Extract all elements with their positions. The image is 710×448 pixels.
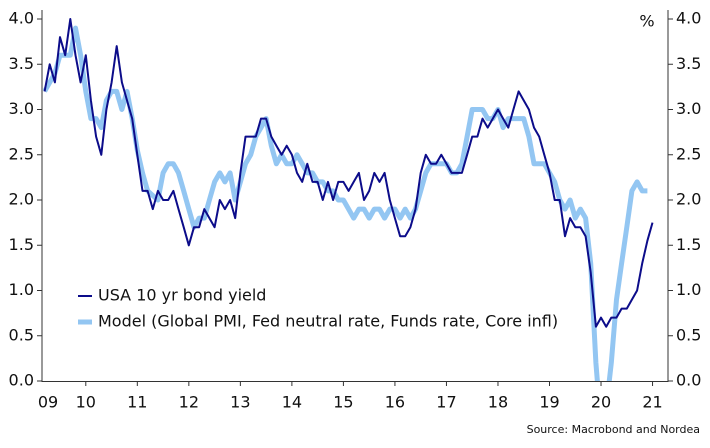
y-tick-label: 4.0 bbox=[9, 9, 34, 28]
y2-tick-label: 3.5 bbox=[676, 54, 701, 73]
legend-label: USA 10 yr bond yield bbox=[98, 286, 266, 305]
y-tick-label: 0.5 bbox=[9, 325, 34, 344]
x-tick-label: 11 bbox=[127, 393, 147, 412]
source-note: Source: Macrobond and Nordea bbox=[527, 423, 700, 436]
y2-tick-label: 3.0 bbox=[676, 99, 701, 118]
y-tick-label: 2.5 bbox=[9, 144, 34, 163]
y-tick-label: 0.0 bbox=[9, 371, 34, 390]
x-tick-label: 13 bbox=[230, 393, 250, 412]
x-tick-label: 10 bbox=[76, 393, 96, 412]
x-tick-label: 17 bbox=[436, 393, 456, 412]
y-tick-label: 3.5 bbox=[9, 54, 34, 73]
y2-tick-label: 0.0 bbox=[676, 371, 701, 390]
y2-tick-label: 1.0 bbox=[676, 280, 701, 299]
legend-label: Model (Global PMI, Fed neutral rate, Fun… bbox=[98, 312, 558, 331]
y2-tick-label: 2.5 bbox=[676, 144, 701, 163]
y-tick-label: 1.0 bbox=[9, 280, 34, 299]
y-tick-label: 3.0 bbox=[9, 99, 34, 118]
x-tick-label: 19 bbox=[539, 393, 559, 412]
y2-axis-label: % bbox=[639, 12, 654, 31]
y-tick-label: 1.5 bbox=[9, 235, 34, 254]
plot-area bbox=[43, 18, 654, 381]
x-tick-label: 15 bbox=[333, 393, 353, 412]
y2-tick-label: 4.0 bbox=[676, 9, 701, 28]
y2-tick-label: 0.5 bbox=[676, 325, 701, 344]
x-tick-label: 14 bbox=[282, 393, 302, 412]
series-line bbox=[43, 18, 654, 328]
y2-tick-label: 1.5 bbox=[676, 235, 701, 254]
series-line bbox=[43, 25, 648, 381]
x-tick-label: 21 bbox=[642, 393, 662, 412]
y-tick-label: 2.0 bbox=[9, 190, 34, 209]
x-tick-label: 20 bbox=[591, 393, 611, 412]
x-tick-label: 16 bbox=[385, 393, 405, 412]
y2-tick-label: 2.0 bbox=[676, 190, 701, 209]
x-tick-label: 12 bbox=[179, 393, 199, 412]
x-tick-label: 18 bbox=[488, 393, 508, 412]
x-tick-label: 09 bbox=[38, 393, 58, 412]
